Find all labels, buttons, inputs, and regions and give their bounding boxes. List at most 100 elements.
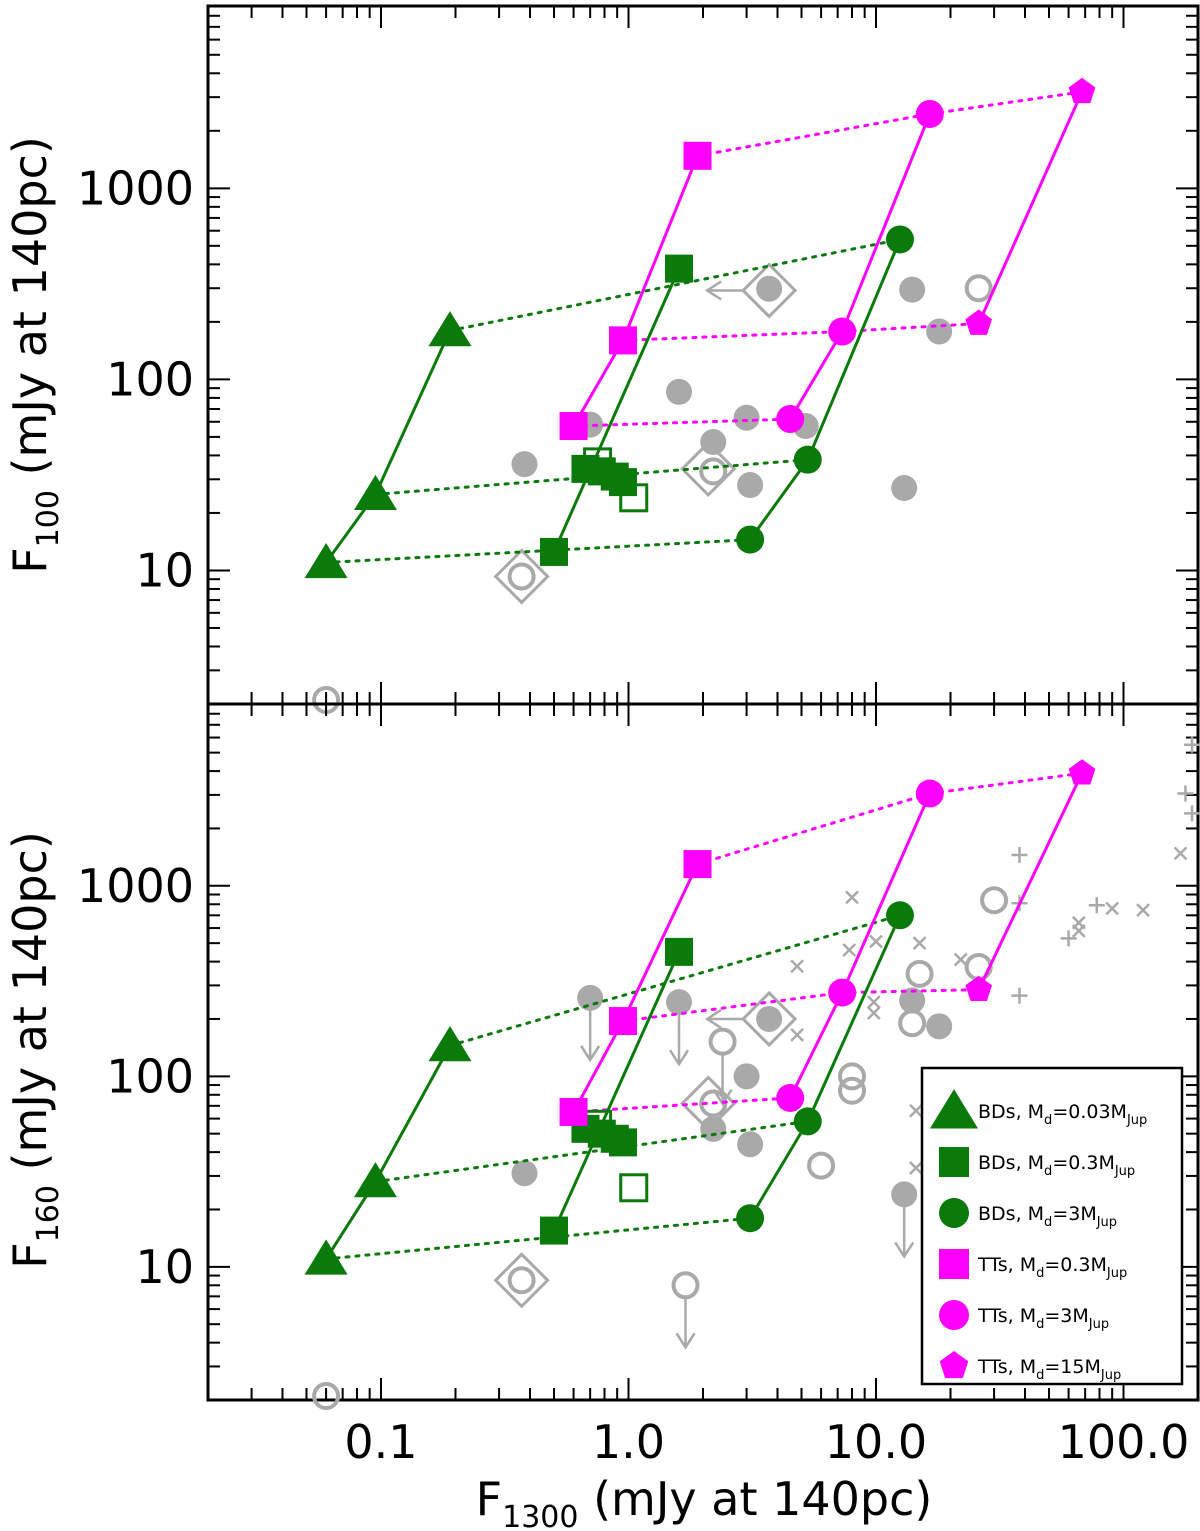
- bottom-obs-open-circle: [507, 1266, 536, 1295]
- legend-label-part: TTs, M: [977, 1305, 1036, 1327]
- top-model-marker: [828, 317, 857, 346]
- legend-label-part: Jup: [1114, 1164, 1135, 1179]
- bottom-obs-filled-circle: [700, 1115, 727, 1142]
- top-obs-filled-circle: [737, 472, 764, 499]
- bottom-obs-filled-circle: [756, 1005, 783, 1032]
- top-model-marker: [539, 537, 568, 566]
- top-model-dotted-link: [695, 112, 932, 158]
- x-tick-label: 0.1: [344, 1415, 417, 1469]
- bottom-obs-plus-marker: [1011, 847, 1028, 864]
- bottom-obs-x-marker: [790, 959, 804, 974]
- bottom-model-dotted-link: [324, 1216, 752, 1261]
- legend-label-part: Jup: [1100, 1368, 1121, 1383]
- bottom-obs-open-circle: [671, 1271, 700, 1300]
- bottom-obs-open-square: [619, 1173, 649, 1203]
- top-obs-filled-circle: [926, 318, 953, 345]
- bottom-model-marker: [1068, 759, 1096, 785]
- x-tick-label: 1.0: [592, 1415, 665, 1469]
- bottom-model-marker: [559, 1097, 588, 1126]
- legend-label-part: =0.3M: [1052, 1152, 1115, 1174]
- top-model-marker: [885, 225, 914, 254]
- x-label-sub: 1300: [502, 1500, 578, 1531]
- bottom-model-marker: [885, 901, 914, 930]
- top-model-marker: [665, 254, 694, 283]
- bottom-model-dotted-link: [373, 1119, 810, 1184]
- bottom-obs-diamond: [493, 1252, 550, 1309]
- legend-marker: [939, 1198, 969, 1228]
- bottom-obs-open-circle: [838, 1076, 867, 1105]
- bottom-obs-open-circle: [838, 1062, 867, 1091]
- legend-label: BDs, Md=0.03MJup: [978, 1101, 1147, 1128]
- bottom-obs-filled-circle: [733, 1063, 760, 1090]
- top-obs-filled-circle: [891, 475, 918, 502]
- bottom-obs-open-circle: [980, 886, 1009, 915]
- top-model-track-line: [324, 329, 452, 564]
- bottom-model-marker: [965, 975, 992, 1001]
- legend-label-part: =3M: [1052, 1203, 1096, 1225]
- legend-label-part: d: [1036, 1266, 1044, 1281]
- bottom-obs-x-marker: [1136, 903, 1150, 918]
- bottom-obs-x-marker: [1105, 901, 1120, 916]
- bottom-obs-x-marker: [909, 1161, 923, 1175]
- bottom-obs-diamond: [680, 1075, 737, 1132]
- bottom-obs-x-marker: [866, 995, 881, 1010]
- bottom-obs-diamond: [741, 990, 798, 1048]
- legend-label-part: Jup: [1106, 1266, 1127, 1281]
- bottom-obs-open-circle: [708, 1027, 737, 1056]
- top-obs-open-circle: [964, 274, 993, 303]
- bottom-model-track-line: [552, 951, 681, 1232]
- bottom-obs-open-circle: [807, 1151, 836, 1180]
- bottom-model-marker: [665, 937, 694, 966]
- bottom-obs-x-marker: [1071, 923, 1086, 938]
- top-model-track-line: [552, 267, 681, 553]
- legend-label-part: Jup: [1096, 1215, 1117, 1230]
- top-model-marker: [1068, 77, 1096, 104]
- legend-label-part: =0.3M: [1044, 1254, 1107, 1276]
- top-plot-frame: [206, 4, 1200, 706]
- top-model-marker: [608, 326, 637, 355]
- bottom-obs-plus-marker: [1060, 930, 1077, 947]
- top-y-tick-label: 100: [106, 352, 194, 406]
- bottom-upper-limit-arrow: [580, 1009, 601, 1063]
- x-label-main: F: [476, 1472, 502, 1526]
- top-obs-filled-circle: [899, 276, 926, 303]
- top-obs-filled-circle: [756, 275, 783, 302]
- bottom-obs-x-marker: [842, 943, 857, 957]
- top-y-label-sub: 100: [31, 490, 66, 547]
- bottom-y-label-main: F: [3, 1242, 57, 1268]
- bottom-obs-plus-marker: [1184, 736, 1200, 753]
- bottom-model-marker: [428, 1026, 472, 1062]
- bottom-model-marker: [683, 850, 712, 879]
- top-model-marker: [793, 445, 822, 474]
- bottom-y-tick-label: 100: [106, 1049, 194, 1103]
- bottom-obs-filled-circle: [891, 1181, 918, 1208]
- bottom-model-marker: [608, 1007, 637, 1036]
- bottom-model-marker: [776, 1083, 805, 1112]
- bottom-obs-x-marker: [790, 1027, 804, 1042]
- legend-label-part: BDs, M: [978, 1203, 1044, 1225]
- legend-label-part: d: [1036, 1368, 1044, 1383]
- top-y-tick-label: 10: [135, 543, 194, 597]
- top-obs-filled-circle: [666, 378, 693, 405]
- top-obs-diamond: [680, 440, 737, 498]
- bottom-model-marker: [539, 1216, 568, 1245]
- x-tick-label: 100.0: [1058, 1415, 1190, 1469]
- legend-label-part: BDs, M: [978, 1101, 1044, 1123]
- bottom-model-marker: [736, 1204, 765, 1233]
- bottom-model-dotted-link: [621, 991, 844, 1023]
- top-model-dotted-link: [928, 90, 1084, 116]
- legend-label-part: TTs, M: [977, 1254, 1036, 1276]
- top-model-dotted-link: [373, 458, 810, 496]
- top-y-tick-label: 1000: [77, 161, 194, 215]
- bottom-obs-x-marker: [869, 934, 883, 949]
- legend-label-part: Jup: [1088, 1317, 1109, 1332]
- x-label-rest: (mJy at 140pc): [578, 1472, 932, 1526]
- bottom-obs-filled-circle: [737, 1131, 764, 1158]
- bottom-model-marker: [353, 1162, 397, 1198]
- legend-label: BDs, Md=3MJup: [978, 1203, 1117, 1230]
- bottom-obs-filled-circle: [666, 989, 693, 1016]
- top-model-marker: [965, 309, 992, 335]
- top-model-dotted-link: [324, 538, 752, 565]
